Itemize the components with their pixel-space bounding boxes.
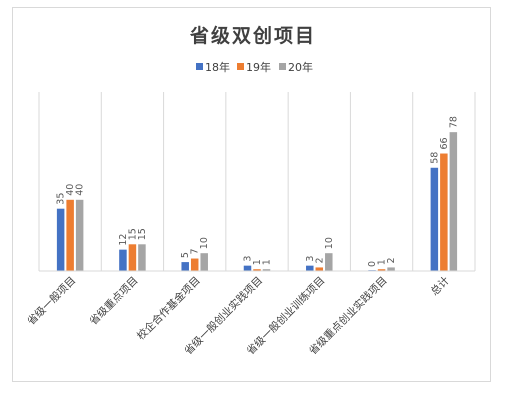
data-label: 40 xyxy=(75,184,86,196)
bar xyxy=(128,244,137,271)
data-label: 10 xyxy=(199,237,210,249)
bar xyxy=(377,269,386,271)
legend: 18年 19年 20年 xyxy=(196,60,313,74)
category-label: 总计 xyxy=(428,274,452,298)
data-label: 15 xyxy=(137,228,148,240)
data-label: 5 xyxy=(180,252,191,258)
data-label: 40 xyxy=(65,184,76,196)
bar xyxy=(315,267,324,271)
data-label: 3 xyxy=(243,256,254,262)
legend-label: 20年 xyxy=(288,60,313,74)
bar xyxy=(56,208,65,271)
legend-label: 18年 xyxy=(205,60,230,74)
bar xyxy=(440,153,448,271)
bar xyxy=(325,253,333,271)
data-label: 35 xyxy=(56,193,67,205)
bar xyxy=(181,262,189,271)
bar xyxy=(262,269,271,271)
data-label: 58 xyxy=(429,152,440,164)
bar xyxy=(243,265,252,271)
legend-label: 19年 xyxy=(246,60,271,74)
legend-swatch xyxy=(279,63,286,70)
bar xyxy=(449,132,458,271)
bar xyxy=(75,199,84,271)
bar xyxy=(190,258,199,271)
chart-frame: 省级双创项目 18年 19年 20年 35 40 40 12 15 15 5 7 10 3 1 1 3 2 10… xyxy=(12,7,491,382)
data-label: 78 xyxy=(448,116,459,128)
legend-swatch xyxy=(196,63,203,70)
data-label: 0 xyxy=(367,261,378,267)
bar xyxy=(430,167,439,271)
bar xyxy=(138,244,146,271)
chart-title: 省级双创项目 xyxy=(189,24,316,47)
bar xyxy=(66,199,74,271)
category-label: 校企合作基金项目 xyxy=(134,274,203,343)
category-label: 省级重点项目 xyxy=(87,274,141,328)
data-label: 15 xyxy=(127,228,138,240)
data-label: 12 xyxy=(118,234,129,246)
data-label: 2 xyxy=(386,257,397,263)
category-separators xyxy=(38,92,476,271)
category-label: 省级一般项目 xyxy=(25,274,79,328)
data-label: 2 xyxy=(314,257,325,263)
data-label: 10 xyxy=(324,237,335,249)
bars xyxy=(56,132,458,271)
bar xyxy=(387,267,395,271)
bar xyxy=(253,269,261,271)
category-labels: 省级一般项目 省级重点项目校企合作基金项目省级一般创业实践项目省级一般创业训练项目… xyxy=(25,274,453,358)
bar xyxy=(306,265,314,271)
data-label: 3 xyxy=(305,256,316,262)
data-label: 1 xyxy=(377,259,388,265)
bar xyxy=(200,253,208,271)
data-label: 1 xyxy=(252,259,263,265)
data-label: 1 xyxy=(262,259,273,265)
bar xyxy=(119,249,127,271)
bar-chart: 省级双创项目 18年 19年 20年 35404012151557103113210… xyxy=(25,24,476,358)
legend-swatch xyxy=(237,63,244,70)
data-label: 7 xyxy=(190,248,201,254)
data-label: 66 xyxy=(439,137,450,149)
